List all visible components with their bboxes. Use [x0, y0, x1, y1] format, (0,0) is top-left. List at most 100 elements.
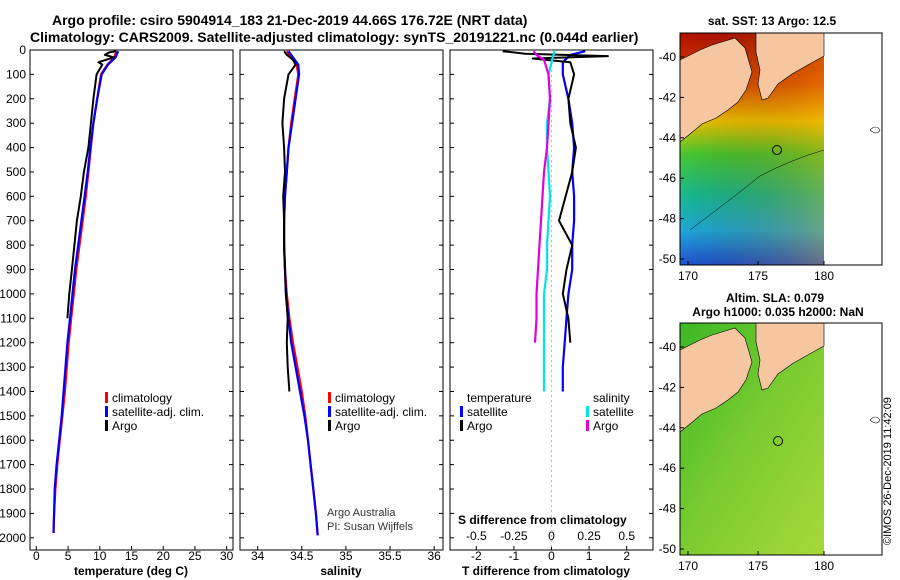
series-line-t-satellite	[561, 50, 586, 392]
sla-map-frame	[679, 322, 883, 556]
depth-tick-label: 400	[6, 141, 26, 155]
sst-map: sat. SST: 13 Argo: 12.5	[679, 14, 883, 266]
temperature-panel-frame	[29, 49, 234, 551]
series-line-climatology	[52, 50, 118, 533]
legend-s-argo-label: Argo	[593, 419, 619, 433]
x-tick-label: 20	[157, 549, 171, 563]
series-line-satellite-adj-clim-	[52, 50, 120, 533]
chatham-islands	[869, 416, 881, 424]
series-line-satellite-adj-clim-	[283, 50, 319, 536]
map-lat-label: -48	[659, 212, 677, 226]
map-lon-label: 180	[814, 269, 834, 283]
map-lat-label: -50	[659, 252, 677, 266]
map-lat-label: -46	[659, 461, 677, 475]
chart-title-line1: Argo profile: csiro 5904914_183 21-Dec-2…	[52, 12, 528, 28]
legend-s-argo-swatch	[586, 420, 589, 431]
depth-tick-label: 300	[6, 116, 26, 130]
sst-no-data	[824, 33, 882, 265]
depth-tick-label: 1900	[0, 506, 26, 520]
legend-climatology-label: climatology	[335, 391, 395, 405]
series-line-t-argo	[502, 50, 609, 343]
x-tick-label: 35	[339, 549, 353, 563]
legend-t-argo-swatch	[460, 420, 463, 431]
depth-tick-label: 2000	[0, 531, 26, 545]
depth-tick-label: 1300	[0, 360, 26, 374]
depth-tick-label: 700	[6, 214, 26, 228]
depth-tick-label: 0	[19, 43, 26, 57]
legend-salinity-heading: salinity	[593, 391, 630, 405]
legend-climatology-swatch	[105, 392, 108, 403]
legend-satellite-swatch	[105, 406, 108, 417]
map-lon-label: 170	[678, 559, 698, 573]
salinity-legend: climatology satellite-adj. clim. Argo Ar…	[327, 391, 427, 533]
depth-tick-label: 1400	[0, 384, 26, 398]
salinity-xlabel: salinity	[320, 564, 362, 578]
land-north-island	[755, 32, 825, 101]
temperature-legend: climatology satellite-adj. clim. Argo	[105, 391, 204, 433]
map-lon-label: 175	[748, 559, 768, 573]
legend-s-satellite-swatch	[586, 406, 589, 417]
x-tick-label: 5	[65, 549, 72, 563]
sst-map-title: sat. SST: 13 Argo: 12.5	[708, 14, 837, 28]
map-lat-label: -40	[659, 50, 677, 64]
depth-tick-label: 1100	[0, 311, 26, 325]
difference-legend: temperature satellite Argo salinity sate…	[458, 391, 634, 527]
legend-s-satellite-label: satellite	[593, 405, 634, 419]
depth-tick-label: 600	[6, 189, 26, 203]
sla-map: Altim. SLA: 0.079 Argo h1000: 0.035 h200…	[679, 291, 883, 556]
series-line-argo	[66, 50, 117, 319]
chatham-islands	[869, 126, 881, 134]
legend-satellite-label: satellite-adj. clim.	[112, 405, 204, 419]
x-tick-label: 0	[548, 549, 555, 563]
legend-temperature-heading: temperature	[467, 391, 532, 405]
depth-tick-label: 1200	[0, 336, 26, 350]
s-tick-label: 0.25	[577, 529, 601, 543]
difference-xlabel: T difference from climatology	[462, 564, 630, 578]
x-tick-label: 0	[33, 549, 40, 563]
s-tick-label: -0.25	[500, 529, 528, 543]
legend-climatology-swatch	[328, 392, 331, 403]
depth-tick-label: 900	[6, 263, 26, 277]
x-tick-label: 10	[93, 549, 107, 563]
map-lat-label: -44	[659, 131, 677, 145]
sla-no-data	[824, 323, 882, 555]
map-lat-label: -40	[659, 340, 677, 354]
land-north-island	[755, 322, 825, 391]
map-lat-label: -42	[659, 380, 677, 394]
map-lat-label: -50	[659, 542, 677, 556]
x-tick-label: -2	[471, 549, 482, 563]
legend-satellite-label: satellite-adj. clim.	[335, 405, 427, 419]
depth-tick-label: 1800	[0, 482, 26, 496]
x-tick-label: 15	[125, 549, 139, 563]
s-tick-label: 0.5	[618, 529, 635, 543]
legend-t-satellite-swatch	[460, 406, 463, 417]
x-tick-label: 1	[586, 549, 593, 563]
argo-float-marker	[773, 436, 783, 446]
legend-argo-swatch	[328, 420, 331, 431]
bathymetry-contour	[689, 149, 825, 231]
s-difference-title: S difference from climatology	[458, 513, 627, 527]
depth-tick-label: 1500	[0, 409, 26, 423]
series-line-argo	[281, 50, 297, 392]
legend-climatology-label: climatology	[112, 391, 172, 405]
series-line-s-argo	[532, 50, 552, 343]
legend-argo-label: Argo	[335, 419, 361, 433]
salinity-panel-frame	[239, 49, 444, 551]
map-lat-label: -46	[659, 171, 677, 185]
chart-title-line2: Climatology: CARS2009. Satellite-adjuste…	[30, 29, 639, 45]
credit-line2: PI: Susan Wijffels	[327, 521, 413, 533]
credit-line1: Argo Australia	[327, 507, 396, 519]
legend-satellite-swatch	[328, 406, 331, 417]
x-tick-label: 34.5	[290, 549, 314, 563]
sst-map-frame	[679, 32, 883, 266]
x-tick-label: 34	[251, 549, 265, 563]
x-tick-label: 36	[427, 549, 441, 563]
land-south-island	[679, 327, 753, 433]
legend-argo-label: Argo	[112, 419, 138, 433]
depth-axis: 0 100 200 300 400 500 600 700 800 900 1000 1100 1200…	[0, 43, 653, 545]
sla-map-title1: Altim. SLA: 0.079	[726, 291, 824, 305]
imos-timestamp: ©IMOS 26-Dec-2019 11:42:09	[882, 397, 894, 545]
depth-tick-label: 800	[6, 238, 26, 252]
map-lat-label: -42	[659, 90, 677, 104]
map-lon-label: 175	[748, 269, 768, 283]
